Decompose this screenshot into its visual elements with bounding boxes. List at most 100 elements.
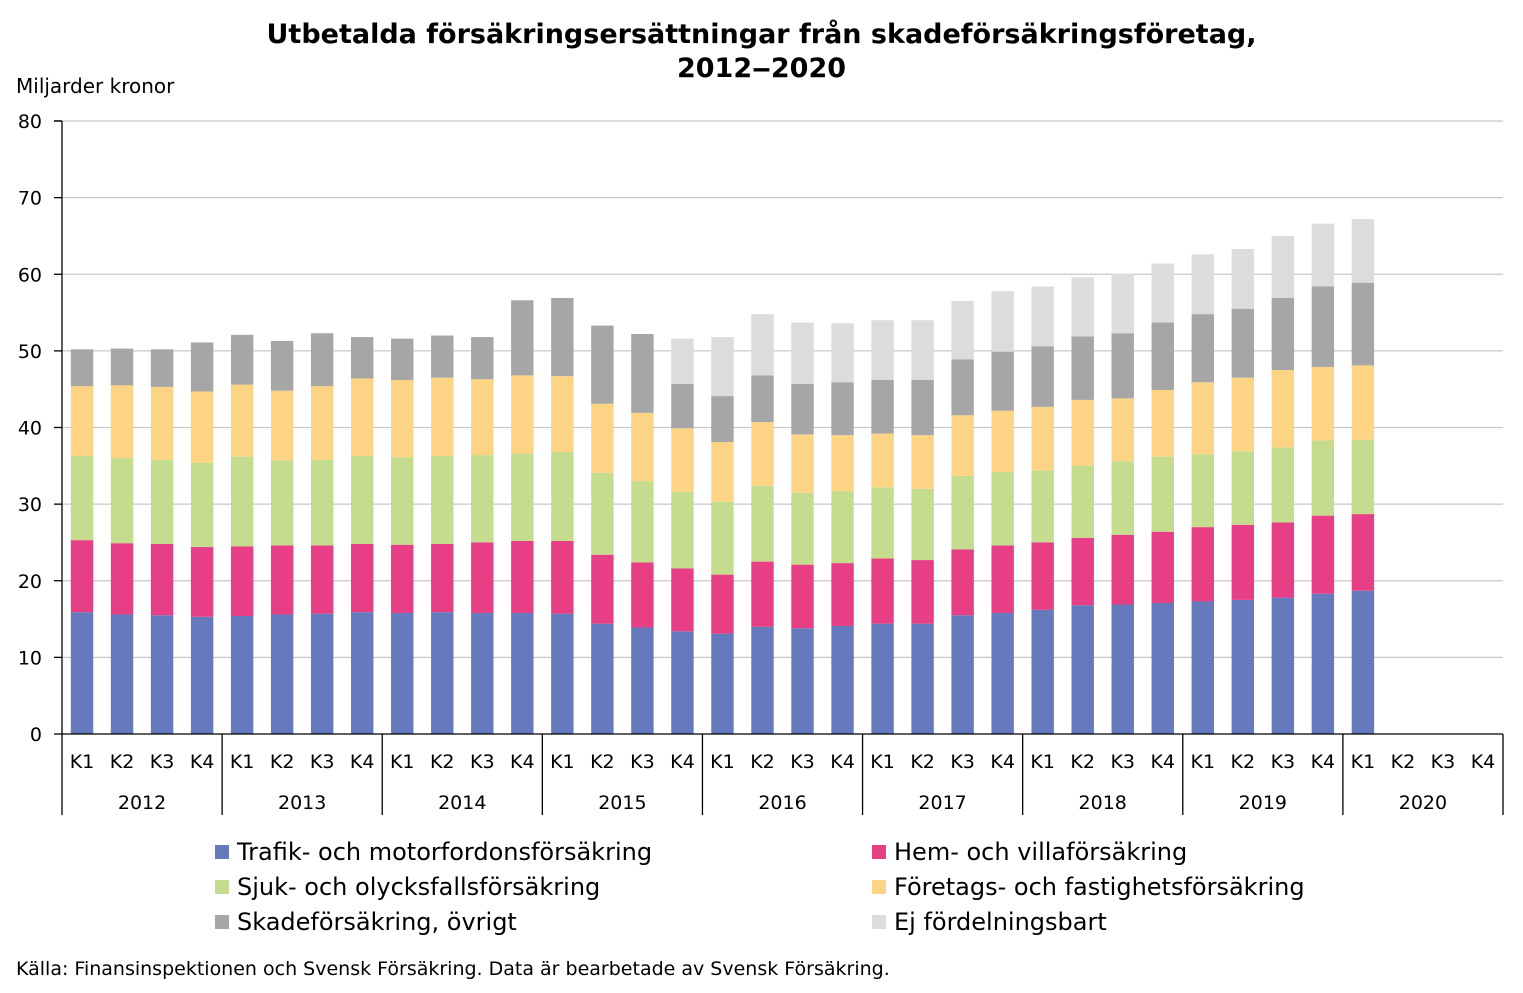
bar-segment-4 (551, 298, 574, 377)
bar-segment-2 (431, 455, 454, 544)
x-tick-label-year: 2018 (1079, 792, 1127, 814)
y-tick-label: 10 (18, 647, 42, 669)
bar-segment-1 (230, 546, 254, 616)
bar-segment-1 (1031, 542, 1054, 610)
bar-segment-3 (391, 379, 414, 458)
bar-segment-5 (751, 314, 774, 376)
bar-segment-4 (431, 335, 454, 378)
bar-segment-4 (1351, 282, 1375, 366)
bar-segment-4 (591, 325, 614, 404)
legend-item-3: Företags- och fastighetsförsäkring (872, 873, 1305, 901)
bar-segment-4 (230, 334, 254, 385)
x-tick-label-quarter: K1 (390, 751, 415, 773)
bar-segment-0 (1351, 590, 1375, 734)
x-tick-label-quarter: K1 (550, 751, 575, 773)
bar-segment-5 (991, 291, 1014, 352)
bar-segment-3 (1111, 398, 1134, 462)
bar-segment-1 (751, 561, 774, 627)
bar-segment-2 (871, 487, 894, 559)
bar-segment-5 (1231, 248, 1255, 309)
bar-segment-4 (471, 337, 494, 380)
x-tick-label-quarter: K2 (1231, 751, 1256, 773)
bar-segment-0 (1071, 605, 1094, 734)
bar-segment-3 (230, 384, 254, 457)
bar-segment-2 (270, 460, 294, 546)
bar-segment-1 (631, 562, 654, 628)
y-tick-label: 60 (18, 264, 42, 286)
source-note: Källa: Finansinspektionen och Svensk För… (16, 958, 890, 980)
bar-segment-5 (791, 322, 814, 384)
bar-segment-0 (1311, 593, 1335, 734)
bar-segment-2 (1031, 470, 1054, 543)
x-tick-label-quarter: K4 (350, 751, 375, 773)
bar-segment-1 (1231, 524, 1255, 600)
bar-segment-2 (791, 492, 814, 565)
chart-title-line1: Utbetalda försäkringsersättningar från s… (266, 19, 1257, 50)
legend-swatch-5 (872, 915, 886, 929)
x-tick-label-quarter: K2 (1070, 751, 1095, 773)
x-tick-label-year: 2019 (1239, 792, 1287, 814)
bar-segment-4 (1231, 308, 1255, 378)
bar-segment-0 (70, 612, 94, 734)
legend-swatch-2 (215, 880, 229, 894)
bar-segment-1 (831, 563, 854, 626)
legend-item-0: Trafik- och motorfordonsförsäkring (215, 838, 652, 866)
bar-segment-4 (190, 342, 214, 392)
bar-segment-0 (1231, 599, 1255, 734)
bar-segment-1 (991, 545, 1014, 613)
bar-segment-3 (791, 434, 814, 493)
bar-segment-1 (310, 545, 334, 614)
bar-segment-0 (1191, 601, 1214, 734)
bar-segment-0 (110, 614, 134, 734)
x-tick-label-quarter: K1 (1351, 751, 1376, 773)
x-tick-label-year: 2014 (438, 792, 486, 814)
bar-segment-5 (1191, 254, 1214, 315)
x-tick-label-quarter: K1 (870, 751, 895, 773)
bar-segment-3 (190, 391, 214, 463)
bar-segment-1 (951, 549, 974, 616)
bar-segment-0 (1111, 604, 1134, 734)
bar-segment-0 (1031, 609, 1054, 734)
bar-segment-2 (1071, 465, 1094, 538)
x-tick-label-quarter: K3 (150, 751, 175, 773)
bar-segment-2 (1311, 440, 1335, 516)
bar-segment-2 (310, 459, 334, 546)
chart-title: Utbetalda försäkringsersättningar från s… (0, 18, 1523, 86)
bar-segment-5 (1271, 235, 1295, 299)
bar-segment-1 (471, 542, 494, 613)
bar-segment-1 (1191, 527, 1214, 602)
legend-label-1: Hem- och villaförsäkring (894, 838, 1188, 866)
legend-label-0: Trafik- och motorfordonsförsäkring (237, 838, 653, 866)
bar-segment-3 (431, 377, 454, 456)
y-tick-label: 80 (18, 111, 42, 133)
x-tick-label-quarter: K1 (1191, 751, 1216, 773)
bar-segment-2 (230, 456, 254, 547)
bar-segment-0 (471, 612, 494, 734)
bar-segment-4 (1151, 322, 1174, 390)
bar-segment-2 (110, 458, 134, 544)
x-tick-label-quarter: K1 (1030, 751, 1055, 773)
bar-segment-2 (551, 452, 574, 541)
x-tick-label-year: 2016 (758, 792, 806, 814)
chart-title-line2: 2012‒2020 (676, 53, 847, 84)
legend-label-2: Sjuk- och olycksfallsförsäkring (237, 873, 601, 901)
bar-segment-4 (150, 349, 174, 387)
bar-segment-3 (711, 442, 734, 502)
x-tick-label-quarter: K3 (950, 751, 975, 773)
bar-segment-1 (190, 547, 214, 617)
bar-segment-5 (671, 338, 694, 384)
bar-segment-1 (711, 574, 734, 634)
bar-segment-1 (150, 543, 174, 616)
bar-segment-1 (1111, 534, 1134, 605)
x-tick-label-quarter: K1 (230, 751, 255, 773)
y-tick-label: 40 (18, 418, 42, 440)
bar-segment-2 (190, 462, 214, 548)
legend-item-1: Hem- och villaförsäkring (872, 838, 1187, 866)
bar-segment-4 (351, 337, 374, 379)
bar-segment-4 (1031, 346, 1054, 407)
bar-segment-2 (591, 472, 614, 555)
bar-segment-2 (1351, 439, 1375, 515)
bar-segment-4 (1111, 333, 1134, 399)
bar-segment-3 (150, 386, 174, 460)
bar-segment-3 (1071, 399, 1094, 466)
